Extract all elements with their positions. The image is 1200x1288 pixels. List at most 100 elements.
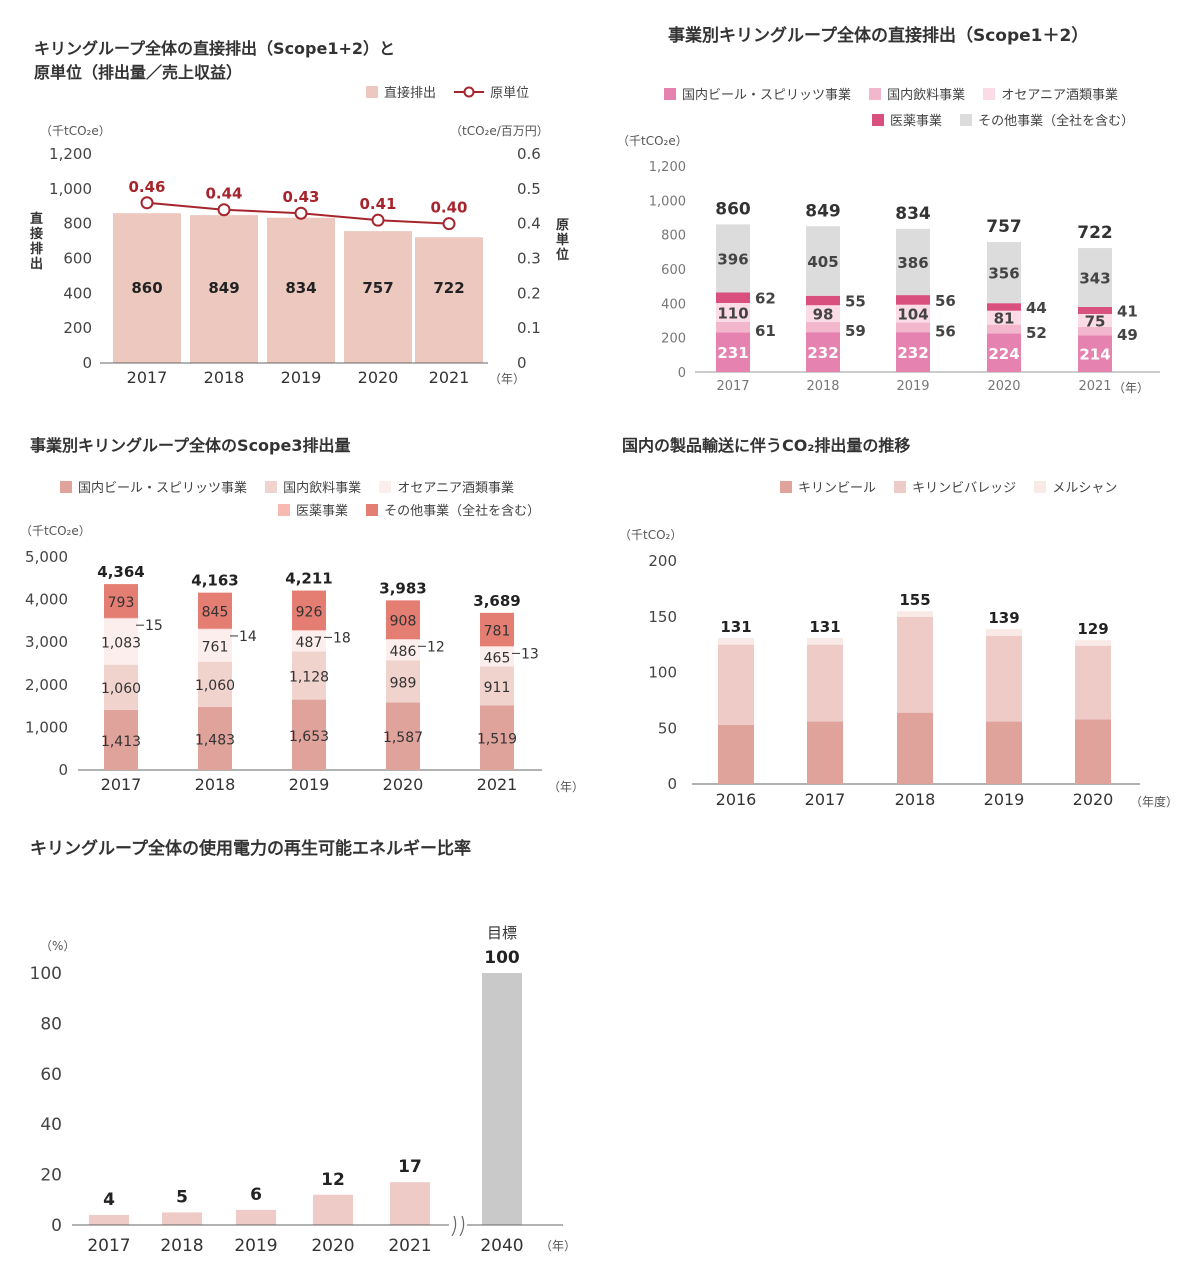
y2-tick-label: 0.2 [517,284,541,302]
chart2-legend-soft: 国内飲料事業 [869,84,965,103]
stacked-bar-segment [896,304,930,323]
y-tick-label: 400 [661,297,686,312]
y-tick-label: 4,000 [25,591,68,609]
stacked-bar-segment [1078,248,1112,307]
segment-value-label: 1,083 [101,636,141,652]
stacked-bar-segment [806,322,840,333]
intensity-label: 0.40 [430,199,467,217]
legend-swatch [278,503,290,516]
y-tick-label: 1,200 [49,145,92,163]
segment-value-label: 911 [484,680,511,696]
x-tick-label: 2020 [987,379,1020,394]
y2-tick-label: 0.1 [517,319,541,337]
segment-value-label: 908 [390,614,417,630]
total-label: 131 [809,618,840,636]
total-label: 757 [986,217,1022,237]
legend-label: キリンビバレッジ [912,481,1017,496]
y-tick-label: 1,000 [649,194,686,209]
bar-value-label: 860 [131,279,162,297]
stacked-bar-segment [987,324,1021,334]
stacked-bar-segment [716,332,750,372]
y-tick-label: 100 [648,664,677,682]
segment-value-label: 1,060 [195,678,235,694]
intensity-label: 0.41 [359,195,396,213]
legend-swatch [1034,480,1047,493]
x-tick-label: 2020 [383,775,424,794]
legend-label: 国内ビール・スピリッツ事業 [682,88,852,103]
segment-value-label: 12 [427,639,445,655]
segment-value-label: 231 [717,344,748,362]
x-tick-label: 2018 [195,775,236,794]
y2-tick-label: 0.5 [517,180,541,198]
legend-line-marker [454,86,485,97]
bar-value-label: 849 [208,279,239,297]
segment-value-label: 781 [484,623,511,639]
bar [267,217,335,363]
chart2-year-unit: （年） [1113,381,1150,395]
chart1-plot: 0 200 400 600 800 1,000 1,200 0 0.1 0.2 0.3 0.4 0.5 0… [49,145,541,387]
chart1-left-unit: （千tCO₂e） [40,124,111,138]
y-tick-label: 400 [63,284,92,302]
stacked-bar-segment [807,644,843,722]
segment-value-label: 214 [1079,346,1110,364]
total-label: 860 [715,199,751,219]
x-tick-label: 2019 [289,775,330,794]
x-tick-label: 2020 [1073,790,1114,809]
segment-value-label: 232 [897,344,928,362]
chart1-right-unit: （tCO₂e/百万円） [450,124,549,138]
bar-value-label: 17 [398,1157,422,1177]
stacked-bar-segment [386,639,420,661]
total-label: 131 [720,618,751,636]
y-tick-label: 3,000 [25,633,68,651]
chart3-unit: （千tCO₂e） [20,524,91,538]
chart1-left-axis-label: 直接排出 [30,212,44,272]
stacked-bar-segment [198,628,232,630]
x-tick-label: 2017 [127,368,168,387]
stacked-bar-segment [806,305,840,323]
chart4-legend-kirin-beer: キリンビール [780,477,876,496]
segment-value-label: 1,519 [477,732,517,748]
legend-swatch [869,87,882,100]
legend-label: 原単位 [490,86,530,101]
chart2-legend-row1: 国内ビール・スピリッツ事業 国内飲料事業 オセアニア酒類事業 [664,84,1132,104]
legend-swatch [265,480,278,493]
x-tick-label: 2021 [1078,379,1111,394]
stacked-bar-segment [716,224,750,293]
y-tick-label: 150 [648,608,677,626]
chart2-legend-beer: 国内ビール・スピリッツ事業 [664,84,851,103]
stacked-bar-segment [104,584,138,618]
stacked-bar-segment [480,705,514,770]
stacked-bar-segment [806,332,840,372]
bar [190,215,258,363]
segment-value-label: 405 [807,253,838,271]
segment-value-label: 18 [333,630,351,646]
chart1-legend-bar: 直接排出 [366,82,436,101]
chart5-year-unit: （年） [540,1239,577,1253]
intensity-point [294,206,308,220]
stacked-bar-segment [806,226,840,296]
y-tick-label: 600 [661,263,686,278]
segment-value-label: 14 [239,629,257,645]
stacked-bar-segment [480,646,514,667]
chart1-legend-line: 原単位 [454,82,529,101]
chart5-unit: （%） [40,939,76,953]
segment-value-label: 1,128 [289,670,329,686]
y-tick-label: 200 [63,319,92,337]
stacked-bar-segment [386,660,420,703]
bar [415,237,483,363]
x-tick-label: 2021 [477,775,518,794]
segment-value-label: 396 [717,250,748,268]
legend-label: 国内飲料事業 [283,481,362,496]
legend-label: 医薬事業 [890,114,943,129]
x-tick-label: 2019 [234,1236,277,1256]
chart5-title: キリングループ全体の使用電力の再生可能エネルギー比率 [30,839,471,859]
stacked-bar-segment [716,321,750,333]
segment-value-label: 61 [755,322,776,340]
y-tick-label: 200 [661,332,686,347]
x-tick-label: 2017 [805,790,846,809]
stacked-bar-segment [986,635,1022,722]
y-tick-label: 40 [40,1115,62,1135]
chart4-legend-mercian: メルシャン [1034,477,1117,496]
legend-label: 直接排出 [384,86,437,101]
stacked-bar-segment [807,721,843,784]
